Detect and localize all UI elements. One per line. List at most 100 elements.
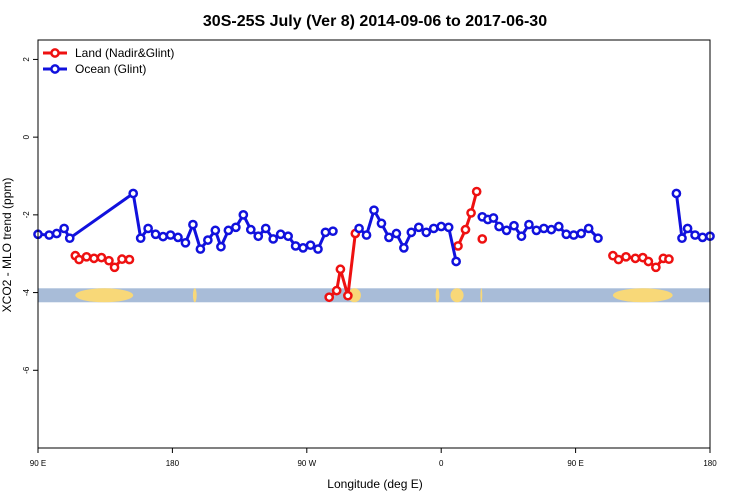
series-1-point-0-22 (253, 231, 264, 242)
chart-title: 30S-25S July (Ver 8) 2014-09-06 to 2017-… (203, 13, 547, 30)
series-1-point-2-9 (539, 223, 549, 234)
land-segment-4 (450, 288, 464, 303)
series-1-point-0-13 (188, 219, 198, 230)
series-0-point-2-0 (453, 241, 463, 251)
series-1-point-2-7 (524, 219, 534, 230)
series-0-point-2-3 (471, 186, 482, 197)
series-1-point-0-5 (128, 188, 139, 199)
land-segment-0 (75, 288, 134, 303)
series-1-point-1-6 (399, 243, 409, 253)
series-1-point-0-17 (216, 241, 226, 252)
series-1-point-2-13 (568, 230, 579, 240)
land-segment-3 (435, 288, 440, 303)
series-1-point-3-0 (671, 188, 682, 199)
series-0-line-2 (456, 191, 479, 247)
series-0-point-2-2 (466, 208, 476, 218)
series-1-point-1-7 (406, 227, 417, 238)
series-0-point-4-5 (643, 256, 654, 267)
series-0 (70, 186, 674, 303)
series-1 (33, 188, 715, 267)
series-1-point-0-7 (143, 223, 153, 234)
series-0-point-0-2 (81, 251, 92, 262)
x-axis-ticks: 90 E 180 90 W 0 90 E 180 (30, 448, 717, 468)
series-1-point-3-3 (690, 230, 700, 240)
series-0-point-1-2 (335, 264, 346, 275)
series-1-point-1-12 (443, 222, 454, 233)
series-1-point-1-13 (451, 256, 461, 267)
series-1-point-3-4 (697, 232, 708, 243)
series-1-point-1-10 (428, 223, 439, 234)
x-tick-label-2: 90 W (297, 459, 316, 468)
legend-label-1: Ocean (Glint) (75, 62, 146, 76)
series-1-point-3-2 (682, 223, 693, 234)
x-axis-label: Longitude (deg E) (327, 477, 422, 491)
series-1-point-0-27 (290, 241, 301, 251)
legend: Land (Nadir&Glint) Ocean (Glint) (43, 46, 174, 76)
series-0-point-0-6 (109, 262, 120, 273)
series-0-point-4-6 (651, 262, 661, 273)
x-tick-label-3: 0 (439, 459, 444, 468)
series-0-point-3-0 (477, 234, 488, 244)
series-1-point-0-29 (305, 240, 316, 251)
series-1-point-0-28 (298, 243, 308, 253)
y-tick-label-1: 0 (22, 134, 31, 139)
y-tick-label-3: -4 (22, 288, 31, 296)
series-0-point-4-8 (664, 254, 674, 265)
series-1-point-0-12 (180, 237, 191, 248)
series-1-point-2-15 (583, 223, 594, 234)
series-1-point-0-18 (223, 225, 234, 236)
series-1-point-1-8 (413, 222, 424, 233)
series-1-point-2-4 (501, 225, 512, 236)
series-1-point-2-14 (576, 228, 587, 239)
series-1-point-1-4 (384, 232, 394, 243)
y-tick-label-2: -2 (22, 211, 31, 219)
series-1-point-2-3 (494, 221, 504, 232)
legend-swatch-point-0 (50, 48, 60, 58)
y-tick-label-0: 2 (22, 57, 31, 62)
series-1-point-0-6 (135, 233, 146, 244)
series-1-point-2-6 (516, 231, 527, 242)
land-segment-1 (192, 288, 197, 303)
series-1-point-0-31 (320, 227, 331, 238)
series-1-point-2-2 (488, 213, 499, 223)
series-1-point-1-5 (391, 228, 402, 239)
series-1-point-0-23 (260, 223, 271, 234)
series-0-point-0-3 (89, 253, 99, 264)
series-1-point-0-24 (268, 234, 279, 244)
series-0-point-1-1 (331, 285, 342, 296)
y-tick-label-4: -6 (22, 366, 31, 374)
series-layer (33, 186, 715, 303)
legend-swatch-point-1 (50, 64, 60, 74)
series-0-point-0-1 (74, 254, 84, 265)
series-1-point-2-10 (546, 224, 557, 235)
series-0-point-0-7 (117, 254, 127, 265)
series-1-point-2-8 (531, 225, 542, 236)
series-1-point-0-32 (328, 226, 338, 237)
series-1-point-0-25 (275, 229, 286, 240)
series-1-point-0-10 (165, 230, 176, 240)
legend-item-1: Ocean (Glint) (43, 62, 146, 76)
x-tick-label-4: 90 E (567, 459, 583, 468)
series-1-point-0-19 (231, 222, 241, 233)
series-0-point-4-2 (621, 251, 631, 262)
series-1-point-0-8 (150, 229, 161, 240)
series-0-point-4-1 (613, 254, 624, 265)
series-1-point-0-11 (173, 232, 183, 243)
series-0-point-0-8 (124, 254, 135, 265)
series-1-point-2-5 (509, 220, 519, 231)
series-1-line-1 (358, 208, 458, 262)
series-0-point-0-5 (104, 255, 114, 266)
series-1-point-2-11 (553, 221, 564, 232)
series-0-point-0-4 (96, 252, 107, 263)
series-1-point-0-2 (51, 228, 62, 239)
series-1-point-1-9 (421, 227, 432, 238)
series-1-point-1-11 (436, 221, 447, 232)
legend-item-0: Land (Nadir&Glint) (43, 46, 174, 60)
series-1-point-0-16 (210, 225, 221, 236)
land-segment-6 (612, 288, 673, 303)
series-1-point-0-15 (203, 235, 213, 245)
x-tick-label-1: 180 (166, 459, 180, 468)
series-1-point-3-1 (677, 233, 687, 244)
x-tick-label-0: 90 E (30, 459, 46, 468)
series-1-point-0-3 (59, 223, 69, 234)
